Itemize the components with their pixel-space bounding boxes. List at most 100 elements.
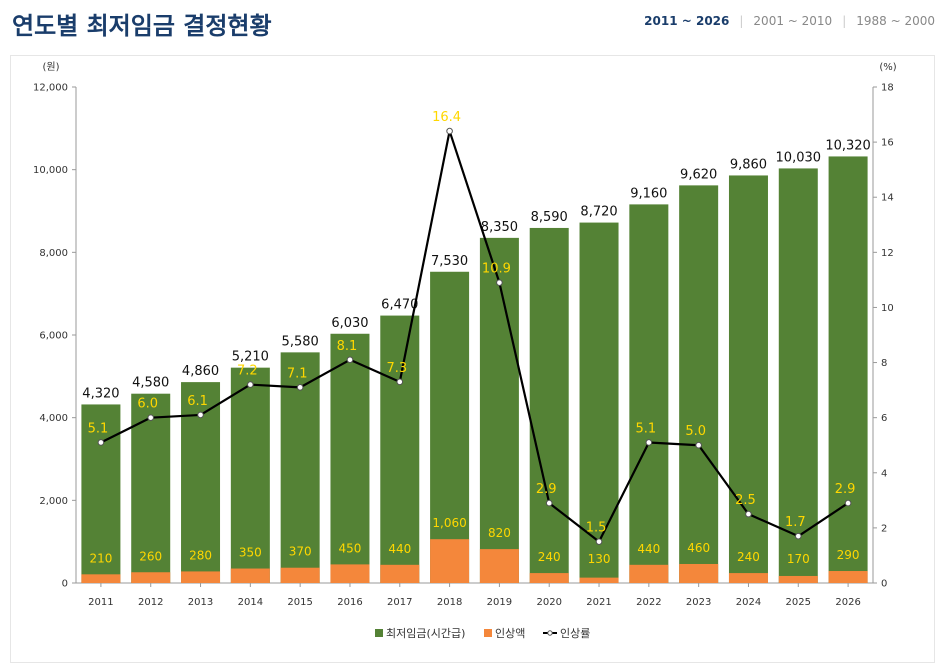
year-range-tabs: 2011 ~ 2026 | 2001 ~ 2010 | 1988 ~ 2000 bbox=[642, 14, 937, 28]
wage-bar bbox=[230, 367, 270, 583]
x-tick-label: 2020 bbox=[536, 597, 561, 608]
wage-value-label: 10,030 bbox=[776, 150, 822, 165]
rate-value-label: 7.1 bbox=[287, 366, 308, 381]
y-right-tick-label: 4 bbox=[881, 468, 887, 479]
rate-point bbox=[247, 381, 254, 388]
x-tick-label: 2023 bbox=[686, 597, 711, 608]
increase-bar bbox=[828, 571, 868, 583]
rate-value-label: 6.0 bbox=[137, 397, 158, 412]
wage-value-label: 6,030 bbox=[331, 316, 368, 331]
tab-divider: | bbox=[739, 14, 744, 28]
increase-bar bbox=[230, 568, 270, 583]
y-right-unit: (%) bbox=[879, 62, 896, 73]
wage-bar bbox=[579, 222, 619, 583]
rate-point bbox=[446, 127, 453, 135]
increase-value-label: 280 bbox=[189, 548, 212, 562]
rate-point bbox=[794, 532, 802, 540]
tab-1988-2000[interactable]: 1988 ~ 2000 bbox=[856, 14, 935, 28]
rate-line bbox=[100, 129, 849, 543]
rate-value-label: 1.5 bbox=[586, 521, 607, 536]
increase-bar bbox=[479, 549, 519, 583]
increase-value-label: 210 bbox=[89, 551, 112, 565]
increase-bar bbox=[778, 575, 818, 583]
x-tick-label: 2017 bbox=[387, 597, 412, 608]
legend-label-increase: 인상액 bbox=[495, 627, 525, 640]
y-left-tick-label: 10,000 bbox=[33, 165, 68, 176]
rate-value-label: 5.1 bbox=[88, 421, 109, 436]
x-tick-label: 2013 bbox=[188, 597, 213, 608]
rate-point bbox=[296, 384, 304, 391]
x-tick-label: 2026 bbox=[835, 597, 860, 608]
page-title: 연도별 최저임금 결정현황 bbox=[12, 12, 272, 40]
increase-bar bbox=[131, 572, 171, 583]
rate-point bbox=[844, 499, 852, 507]
increase-bar bbox=[579, 577, 619, 583]
wage-bar bbox=[380, 315, 420, 583]
wage-bar bbox=[280, 352, 320, 583]
wage-value-label: 7,530 bbox=[431, 254, 468, 269]
legend-label-wage: 최저임금(시간급) bbox=[386, 627, 465, 640]
tab-2011-2026[interactable]: 2011 ~ 2026 bbox=[644, 14, 730, 28]
y-left-unit: (원) bbox=[42, 61, 59, 73]
wage-bar bbox=[629, 204, 669, 584]
wage-bar bbox=[728, 175, 768, 583]
increase-value-label: 1,060 bbox=[432, 516, 466, 530]
y-left-tick-label: 6,000 bbox=[39, 331, 68, 342]
rate-point bbox=[346, 356, 354, 364]
rate-value-label: 5.0 bbox=[685, 424, 706, 439]
wage-value-label: 5,580 bbox=[282, 334, 319, 349]
wage-value-label: 4,320 bbox=[82, 386, 119, 401]
increase-value-label: 450 bbox=[339, 541, 362, 555]
wage-bar bbox=[529, 227, 569, 584]
rate-point bbox=[147, 414, 155, 421]
legend-swatch-wage bbox=[375, 629, 383, 637]
increase-value-label: 130 bbox=[588, 552, 611, 566]
increase-value-label: 240 bbox=[538, 550, 561, 564]
increase-bar bbox=[629, 564, 669, 583]
y-left-tick-label: 12,000 bbox=[33, 83, 68, 94]
increase-value-label: 260 bbox=[139, 549, 162, 563]
rate-point bbox=[595, 538, 603, 545]
increase-bar bbox=[81, 574, 121, 583]
wage-value-label: 4,580 bbox=[132, 376, 169, 391]
wage-bar bbox=[828, 156, 868, 583]
y-right-tick-label: 6 bbox=[881, 413, 887, 424]
increase-value-label: 370 bbox=[289, 545, 312, 559]
wage-value-label: 5,210 bbox=[232, 350, 269, 365]
rate-point bbox=[645, 439, 653, 446]
y-right-tick-label: 16 bbox=[881, 138, 894, 149]
increase-bar bbox=[330, 564, 370, 583]
y-left-tick-label: 2,000 bbox=[39, 496, 68, 507]
rate-value-label: 10.9 bbox=[482, 262, 511, 277]
wage-value-label: 9,160 bbox=[630, 186, 667, 201]
rate-point bbox=[745, 510, 752, 518]
increase-value-label: 820 bbox=[488, 526, 511, 540]
wage-bar bbox=[479, 237, 519, 583]
wage-value-label: 4,860 bbox=[182, 364, 219, 379]
rate-value-label: 2.9 bbox=[536, 482, 557, 497]
y-right-tick-label: 8 bbox=[881, 358, 887, 369]
y-left-tick-label: 4,000 bbox=[39, 413, 68, 424]
wage-value-label: 8,720 bbox=[580, 205, 617, 220]
rate-point bbox=[695, 441, 702, 449]
x-tick-label: 2024 bbox=[736, 597, 761, 608]
wage-bar bbox=[778, 168, 818, 583]
y-right-tick-label: 18 bbox=[881, 83, 894, 94]
wage-value-label: 9,620 bbox=[680, 167, 717, 182]
legend-marker-rate bbox=[547, 630, 553, 636]
legend-swatch-increase bbox=[484, 629, 492, 637]
x-tick-label: 2019 bbox=[487, 597, 512, 608]
increase-value-label: 170 bbox=[787, 552, 810, 566]
increase-bar bbox=[679, 563, 719, 583]
rate-point bbox=[197, 411, 204, 419]
wage-value-label: 9,860 bbox=[730, 157, 767, 172]
x-tick-label: 2012 bbox=[138, 597, 163, 608]
rate-value-label: 7.2 bbox=[237, 364, 258, 379]
legend-label-rate: 인상률 bbox=[560, 627, 590, 640]
increase-bar bbox=[380, 564, 420, 583]
y-left-tick-label: 8,000 bbox=[39, 248, 68, 259]
y-right-tick-label: 2 bbox=[881, 523, 887, 534]
tab-2001-2010[interactable]: 2001 ~ 2010 bbox=[753, 14, 833, 28]
wage-bar bbox=[81, 404, 121, 583]
increase-bar bbox=[728, 573, 768, 583]
